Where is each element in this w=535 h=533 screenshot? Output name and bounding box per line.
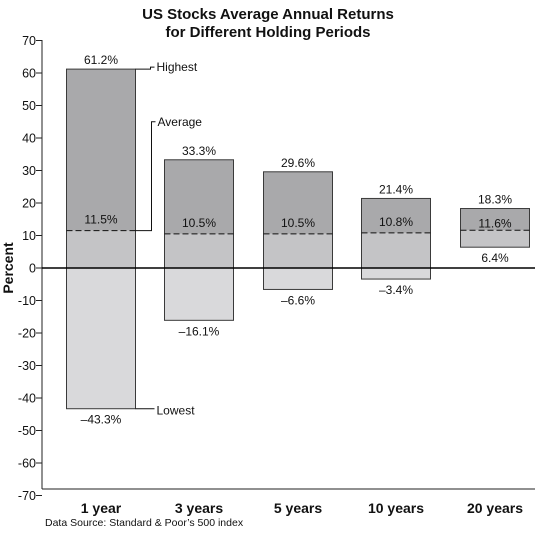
bar-lower-segment — [263, 233, 333, 268]
y-tick-label: -40 — [18, 392, 36, 406]
bar-outline — [361, 197, 431, 280]
lowest-callout-label: Lowest — [157, 404, 196, 418]
average-value-label: 10.5% — [281, 216, 315, 230]
y-tick-label: 50 — [22, 99, 36, 113]
bar-upper-segment — [164, 159, 234, 234]
y-tick-label: 60 — [22, 67, 36, 81]
bar-outline — [460, 208, 530, 248]
y-tick-label: -70 — [18, 489, 36, 503]
low-value-label: –16.1% — [179, 324, 220, 338]
low-value-label: –6.6% — [281, 293, 315, 307]
low-value-label: –43.3% — [81, 413, 122, 427]
y-tick-label: 10 — [22, 229, 36, 243]
average-value-label: 10.8% — [379, 215, 413, 229]
plot-area: 70 60 50 40 30 20 10 0 -10 -20 -30 -40 -50 -60 -70 61.2… — [18, 34, 535, 516]
high-value-label: 21.4% — [379, 182, 413, 196]
bar-outline — [66, 68, 136, 410]
y-tick-label: 20 — [22, 197, 36, 211]
bar-upper-segment — [460, 208, 530, 231]
average-value-label: 11.5% — [84, 213, 117, 227]
y-axis-label: Percent — [0, 242, 16, 294]
y-tick-label: 40 — [22, 132, 36, 146]
high-value-label: 29.6% — [281, 156, 315, 170]
bar-outline — [164, 159, 234, 321]
high-value-label: 18.3% — [478, 193, 512, 207]
high-value-label: 33.3% — [182, 144, 216, 158]
bar-negative-segment — [66, 268, 136, 409]
category-label: 20 years — [467, 500, 523, 516]
bar-lower-segment — [460, 230, 530, 248]
average-callout-leader — [135, 121, 156, 232]
chart-title-line-2: for Different Holding Periods — [165, 24, 370, 41]
bar-negative-segment — [361, 268, 431, 280]
y-tick-label: 30 — [22, 164, 36, 178]
highest-callout-label: Highest — [157, 60, 198, 74]
bar-upper-segment — [263, 171, 333, 234]
bar-lower-segment — [361, 232, 431, 268]
bar-upper-segment — [361, 198, 431, 233]
bar-upper-segment — [66, 69, 136, 231]
category-label: 10 years — [368, 500, 424, 516]
y-tick-label: -20 — [18, 327, 36, 341]
high-value-label: 61.2% — [84, 53, 118, 67]
bar-lower-segment — [164, 233, 234, 268]
average-value-label: 10.5% — [182, 216, 216, 230]
category-label: 3 years — [175, 500, 223, 516]
y-tick-label: -50 — [18, 424, 36, 438]
highest-callout-leader — [135, 66, 155, 70]
y-tick-label: -10 — [18, 294, 36, 308]
low-value-label: 6.4% — [481, 251, 509, 265]
category-label: 1 year — [81, 500, 122, 516]
category-label: 5 years — [274, 500, 322, 516]
bar-negative-segment — [164, 268, 234, 321]
y-tick-label: 70 — [22, 34, 36, 48]
bar-outline — [263, 171, 333, 290]
y-tick-label: 0 — [29, 262, 36, 276]
average-value-label: 11.6% — [478, 216, 511, 230]
y-tick-label: -30 — [18, 359, 36, 373]
average-callout-label: Average — [158, 115, 203, 129]
data-source-note: Data Source: Standard & Poor’s 500 index — [45, 517, 244, 529]
chart-title-line-1: US Stocks Average Annual Returns — [142, 6, 394, 23]
low-value-label: –3.4% — [379, 283, 413, 297]
bar-negative-segment — [263, 268, 333, 290]
bar-lower-segment — [66, 230, 136, 268]
y-tick-label: -60 — [18, 457, 36, 471]
